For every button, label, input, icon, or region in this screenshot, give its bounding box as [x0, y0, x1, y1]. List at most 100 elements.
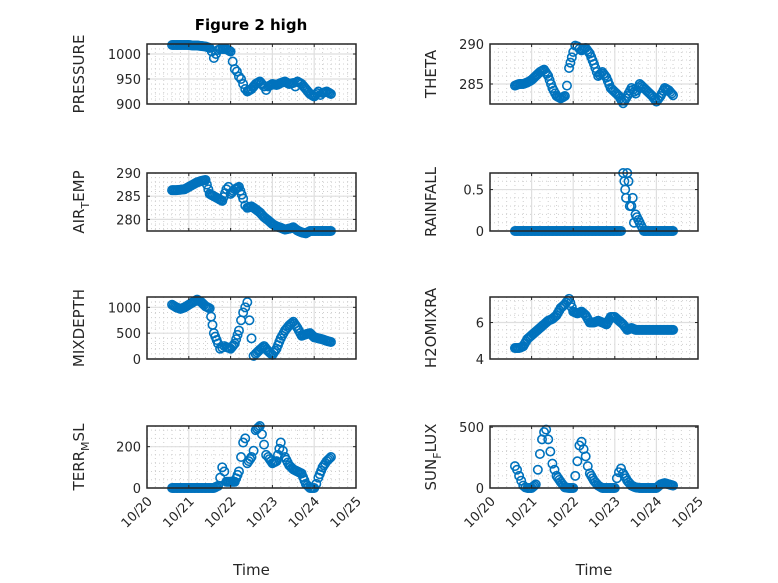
data-point [598, 68, 609, 79]
data-point [633, 214, 644, 225]
subplot-mixdepth: 0 500 1000 MIXDEPTH [70, 289, 357, 368]
data-point [561, 80, 572, 91]
x-tick-label: 10/22 [545, 494, 582, 531]
data-point [233, 71, 244, 82]
data-point [274, 336, 285, 347]
data-point [256, 343, 267, 354]
y-axis-label: PRESSURE [70, 35, 88, 114]
data-point [570, 470, 581, 481]
data-point [236, 451, 247, 462]
subplot-rainfall: 0 0.5 RAINFALL [422, 166, 699, 240]
x-tick-label: 10/23 [587, 494, 624, 531]
axes-box [489, 43, 699, 105]
y-tick-label: 1000 [108, 301, 141, 316]
y-tick-label: 6 [476, 317, 484, 332]
y-tick-label: 0 [476, 225, 484, 240]
data-point [264, 347, 275, 358]
axes-box [489, 296, 699, 360]
data-point [620, 93, 631, 104]
data-point [242, 297, 253, 308]
data-point [554, 92, 565, 103]
data-point [207, 319, 218, 330]
data-point [621, 192, 632, 203]
data-point [228, 340, 239, 351]
y-tick-label: 280 [116, 213, 141, 228]
data-point [566, 52, 577, 63]
data-point [253, 422, 264, 433]
data-point [268, 347, 279, 358]
plot-area [490, 173, 698, 231]
data-point [558, 91, 569, 102]
data-point [201, 179, 212, 190]
axes-box [146, 43, 357, 105]
data-point [324, 453, 335, 464]
subplot-sun-flux: 0 500 SUNFLUX 10/20 10/21 10/22 10/23 10/24 10/2… [422, 421, 707, 579]
data-point [211, 335, 222, 346]
y-axis-label: THETA [422, 49, 440, 99]
data-point [224, 45, 235, 56]
data-point [240, 302, 251, 313]
y-tick-label: 500 [459, 421, 484, 436]
axes-box [146, 172, 357, 232]
data-point [549, 464, 560, 475]
data-point [527, 481, 538, 492]
y-axis-label: MIXDEPTH [70, 289, 88, 367]
x-axis-label: Time [575, 561, 613, 579]
data-point [203, 302, 214, 313]
subplot-pressure: 900 950 1000 PRESSURE [70, 35, 357, 114]
data-point [231, 66, 242, 77]
data-point [323, 454, 334, 465]
y-tick-label: 0 [476, 482, 484, 497]
y-tick-label: 290 [116, 167, 141, 182]
y-axis-label: SUNFLUX [422, 424, 444, 491]
data-point [666, 88, 677, 99]
data-point [229, 64, 240, 75]
data-point [219, 466, 230, 477]
x-tick-label: 10/23 [244, 494, 281, 531]
y-tick-label: 200 [116, 441, 141, 456]
data-point [240, 433, 251, 444]
y-axis-label: RAINFALL [422, 166, 440, 237]
data-point [232, 182, 243, 193]
data-point [547, 458, 558, 469]
subplot-air-temp: 280 285 290 AIRTEMP [70, 167, 357, 239]
data-point [245, 454, 256, 465]
figure-title: Figure 2 high [195, 16, 308, 34]
data-point [259, 439, 270, 450]
data-point [561, 297, 572, 308]
y-tick-label: 285 [459, 78, 484, 93]
data-point [238, 79, 249, 90]
y-tick-label: 950 [116, 73, 141, 88]
data-point [565, 298, 576, 309]
subplot-terr-msl: 0 200 TERRMSL 10/20 10/21 10/22 10/23 10/24 10/2… [70, 420, 365, 579]
axes-box [146, 425, 357, 489]
y-axis-label: H2OMIXRA [422, 287, 440, 368]
data-point [623, 176, 634, 187]
data-point [594, 69, 605, 80]
data-point [600, 70, 611, 81]
data-point [532, 464, 543, 475]
data-point [541, 68, 552, 79]
data-point [665, 87, 676, 98]
y-tick-label: 0.5 [463, 184, 484, 199]
data-point [246, 333, 257, 344]
data-point [582, 44, 593, 55]
x-tick-label: 10/20 [462, 494, 499, 531]
data-point [529, 480, 540, 491]
data-point [244, 315, 255, 326]
data-point [564, 62, 575, 73]
data-point [627, 84, 638, 95]
data-point [248, 445, 259, 456]
x-tick-label: 10/21 [161, 494, 198, 531]
data-point [252, 423, 263, 434]
data-point [324, 88, 335, 99]
data-point [543, 434, 554, 445]
data-point [231, 334, 242, 345]
data-point [539, 427, 550, 438]
data-point [572, 456, 583, 467]
axes-box [489, 172, 699, 232]
data-point [232, 469, 243, 480]
subplot-h2omixra: 4 6 H2OMIXRA [422, 287, 699, 368]
data-point [534, 448, 545, 459]
